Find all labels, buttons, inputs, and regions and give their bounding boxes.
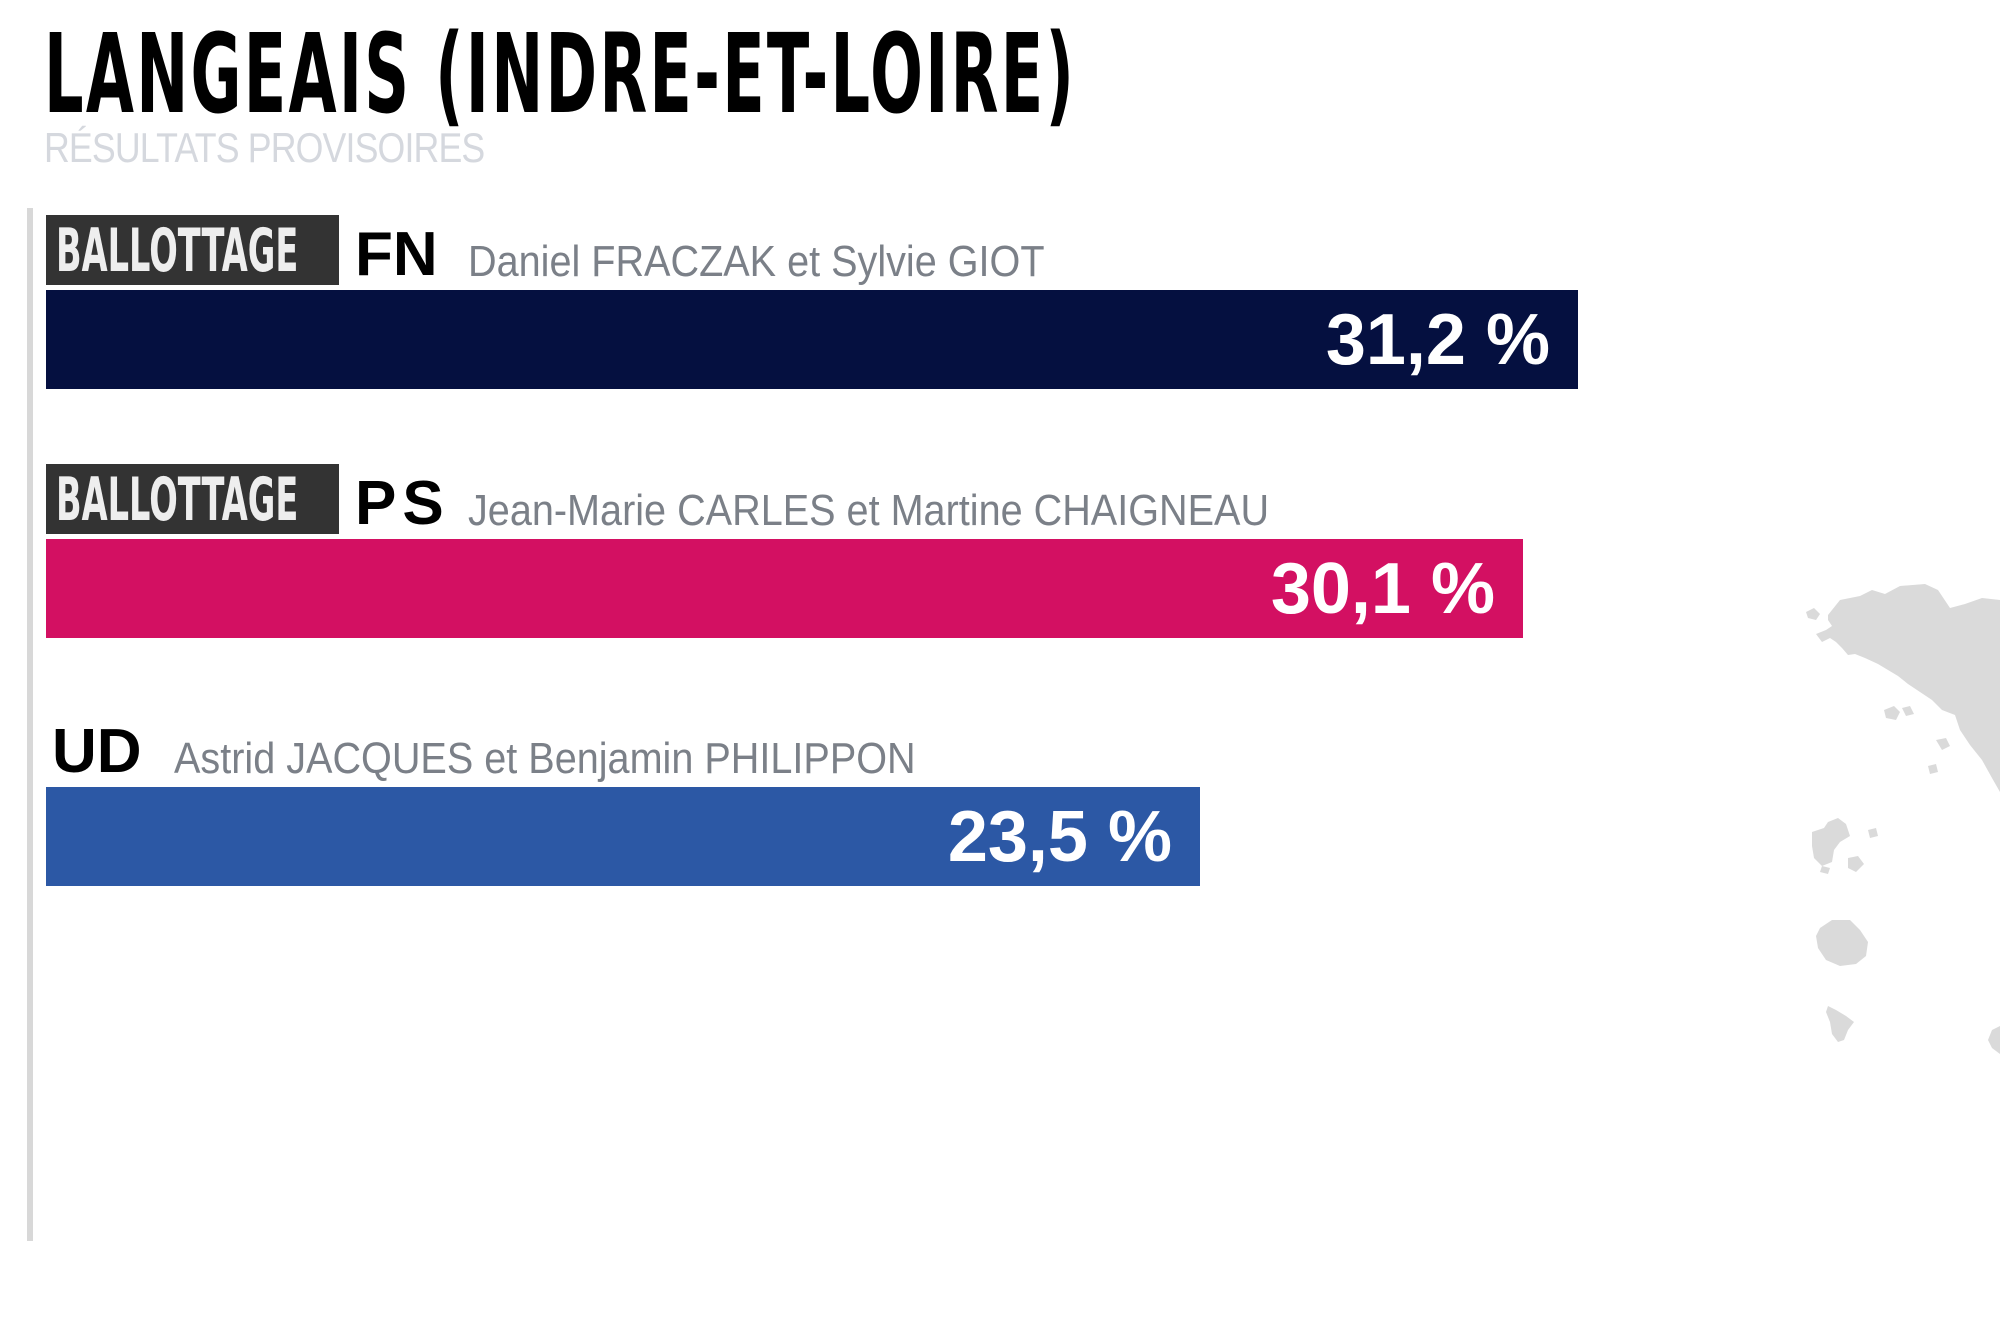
result-bar: 23,5 % <box>46 787 1200 886</box>
candidate-names: Astrid JACQUES et Benjamin PHILIPPON <box>174 734 916 783</box>
axis-line <box>27 208 33 1241</box>
result-value: 30,1 % <box>1270 549 1495 629</box>
result-value: 23,5 % <box>947 797 1172 877</box>
status-badge: BALLOTTAGE <box>46 464 339 534</box>
party-label: FN <box>355 220 438 289</box>
candidate-names: Daniel FRACZAK et Sylvie GIOT <box>468 237 1045 286</box>
result-value: 31,2 % <box>1325 300 1550 380</box>
result-bar: 30,1 % <box>46 539 1523 638</box>
result-row-ps: BALLOTTAGE PS Jean-Marie CARLES et Marti… <box>46 464 1746 639</box>
status-badge-label: BALLOTTAGE <box>56 216 299 285</box>
party-label: PS <box>355 469 450 538</box>
page-title: LANGEAIS (INDRE-ET-LOIRE) <box>44 10 1077 138</box>
page-subtitle: RÉSULTATS PROVISOIRES <box>44 124 485 171</box>
france-map-icon <box>1806 584 2000 1054</box>
result-bar: 31,2 % <box>46 290 1578 389</box>
candidate-names: Jean-Marie CARLES et Martine CHAIGNEAU <box>468 486 1270 535</box>
status-badge-label: BALLOTTAGE <box>56 465 299 534</box>
party-label: UD <box>52 717 142 786</box>
status-badge: BALLOTTAGE <box>46 215 339 285</box>
result-row-ud: UD Astrid JACQUES et Benjamin PHILIPPON … <box>46 712 1746 887</box>
result-row-fn: BALLOTTAGE FN Daniel FRACZAK et Sylvie G… <box>46 215 1746 390</box>
